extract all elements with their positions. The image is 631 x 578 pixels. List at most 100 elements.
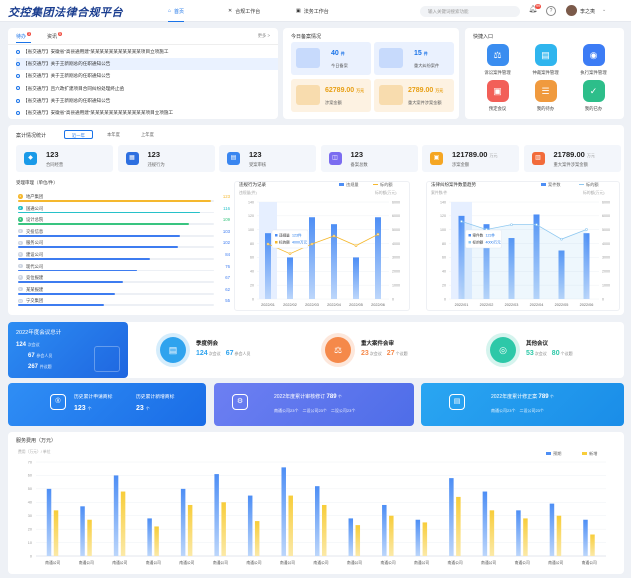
tile-major-dispute[interactable]: 15 件 重大纠纷案件 [374,42,454,75]
help-icon[interactable]: ? [546,6,556,16]
quick-entry-item[interactable]: ◉ 执行案件管理 [571,44,616,76]
summary-row: 267 件议题 [28,364,52,370]
notice-item[interactable]: 【省交通厅】且六政扩建项目合同纠纷处理终止函 [16,83,278,95]
tab-todo[interactable]: 待办 3 [16,32,31,43]
y2-tick-label: 5000 [392,228,400,232]
nav-home[interactable]: ⌂ 首页 [168,0,185,22]
y-tick-label: 140 [440,200,446,204]
ranking-row[interactable]: 6 建设公司 84 [18,250,230,260]
app-logo[interactable]: 交控集团法律合规平台 [8,6,123,19]
stat-label: 合同经营 [46,162,64,167]
chart-title: 法律纠纷案件数量趋势 [431,182,476,187]
y-tick-label: 100 [248,228,254,232]
rank-badge: 8 [18,275,23,280]
nav-legal[interactable]: ▣ 法务工作台 [296,0,329,22]
meeting-item[interactable]: ◎ 其他会议 53次会议 80个议题 [490,337,631,365]
quick-entry-item[interactable]: ☰ 我的待办 [523,80,568,112]
quick-entry-icon: ▣ [486,80,509,102]
trademark-banner[interactable]: ® 历史累计申请商标 123 个 历史累计新增商标 23 个 [8,383,206,426]
notice-item[interactable]: 【省交通厅】关于王新刚总的任职通知公告 [16,95,278,107]
quick-entry-item[interactable]: ✓ 我的已办 [571,80,616,112]
quick-entry-item[interactable]: ⚖ 诉讼案件管理 [475,44,520,76]
tile-amount[interactable]: 62789.00 万元 涉案金额 [291,79,371,112]
y2-tick-label: 1000 [392,283,400,287]
bar [322,504,327,556]
notice-item[interactable]: 【省交通厅】关于王新刚总的任职通知公告 [16,58,278,71]
tile-today-filing[interactable]: 40 件 今日备案 [291,42,371,75]
amendment-banner[interactable]: ▤ 2022年度累计修正案 789 个 南通公司23个 二设公司23个 [421,383,624,426]
quick-entry-item[interactable]: ▣ 预定会议 [475,80,520,112]
y-tick-label: 50 [28,487,32,491]
stat-card[interactable]: ◫ 123 备案总数 [320,145,418,172]
stat-card[interactable]: ▥ 21789.00 万元 重大案件涉案金额 [523,145,621,172]
tooltip-swatch [468,241,471,244]
nav-compliance[interactable]: ✕ 合规工作台 [228,0,260,22]
stat-card[interactable]: ◆ 123 合同经营 [16,145,113,172]
rank-badge: 3 [18,217,23,222]
stat-icon: ▦ [125,152,139,165]
y-axis-label: 违规量(件) [239,191,257,195]
tile-label: 涉案金额 [325,100,342,105]
ranking-row[interactable]: 3 设计总院 109 [18,215,230,225]
summary-value: 67 [28,353,35,359]
stat-card[interactable]: ▣ 121789.00 万元 涉案金额 [422,145,519,172]
search-input[interactable]: 输入关键词搜索功能 [420,6,520,17]
notice-item[interactable]: 【省交通厅】安徽省“高县通用建”某某某某某某某某某某某项目立项施工 [16,46,278,58]
ranking-row[interactable]: 8 竞位报建 67 [18,273,230,283]
banner-value: 123 个 [74,405,92,412]
period-prev-year[interactable]: 上年度 [141,132,154,137]
quick-entry-item[interactable]: ▤ 仲裁案件管理 [523,44,568,76]
line-point [310,242,314,246]
ranking-row[interactable]: 10 宁交集团 55 [18,296,230,307]
more-link[interactable]: 更多 > [257,33,270,38]
tooltip-label: 标的额 [473,240,484,245]
legend-label: 预期 [553,451,562,456]
line-point [376,233,380,236]
rank-fill [18,211,200,214]
tab-label: 待办 [16,34,27,40]
rank-value: 123 [222,194,230,199]
y2-axis-label: 标的额(万元) [583,191,605,195]
tab-news[interactable]: 资讯 5 [47,32,62,43]
ranking-title: 受理审理（单位/件） [16,180,58,185]
ranking-row[interactable]: 4 交投信息 103 [18,227,230,237]
ranking-row[interactable]: 5 服务公司 102 [18,238,230,249]
line-point [332,234,336,238]
y-axis-label: 费用（万元）/ 单位 [18,450,51,454]
dispute-chart-card: 法律纠纷案件数量趋势 案件数 标的额 案件数/件 标的额(万元) 0 0 20 100… [426,181,620,311]
stat-card[interactable]: ▤ 123 受案审核 [219,145,316,172]
avatar[interactable] [566,5,577,16]
period-this-year[interactable]: 本年度 [107,132,120,137]
meeting-item[interactable]: ▤ 季度例会 124次会议 67参会人员 [160,337,310,365]
line-point [288,252,292,256]
rank-fill [18,246,178,249]
stat-value: 121789.00 万元 [452,150,498,159]
x-tick-label: 2022/01 [261,303,275,307]
banner-sub: 南通公司23个 [274,408,299,413]
quick-entry-label: 诉讼案件管理 [484,70,511,75]
chevron-down-icon[interactable]: ⌄ [602,7,607,13]
ranking-row[interactable]: 2 国通公司 116 [18,204,230,214]
tile-major-amount[interactable]: 2789.00 万元 重大案件涉案金额 [374,79,454,112]
rank-track [18,292,214,295]
meeting-item[interactable]: ⚖ 重大案件会审 23次会议 27个议题 [325,337,475,365]
user-name[interactable]: 李之夷 [580,9,596,15]
ranking-row[interactable]: 7 现代公司 76 [18,262,230,272]
rank-fill [18,304,105,307]
tile-value: 2789.00 [408,87,434,94]
summary-label: 次会议 [27,342,40,347]
revision-banner[interactable]: ⚙ 2022年度累计审核修订 789 个 南通公司23个 二设公司23个 二设公… [214,383,414,426]
bell-icon[interactable]: 🔔︎ [528,6,538,13]
meeting-summary[interactable]: 2022年度会议总计 124 次会议 67 参会人员 267 件议题 [8,322,128,378]
ranking-row[interactable]: 9 某某报建 62 [18,285,230,295]
notice-item[interactable]: 【省交通厅】安徽省“高县通用建”某某某某某某某某某某某某项目立项施工 [16,107,278,119]
period-last-year[interactable]: 近一年 [64,130,93,139]
ranking-row[interactable]: 1 地产集团 123 [18,192,230,202]
notice-item[interactable]: 【省交通厅】关于王新刚总的任职通知公告 [16,70,278,82]
bullet-icon [16,86,20,91]
meeting-count: 67 [225,350,234,357]
x-tick-label: 2022/05 [349,303,363,307]
quick-entry-label: 执行案件管理 [580,70,607,75]
stat-card[interactable]: ▦ 123 违规行为 [117,145,215,172]
y-tick-label: 40 [442,270,446,274]
